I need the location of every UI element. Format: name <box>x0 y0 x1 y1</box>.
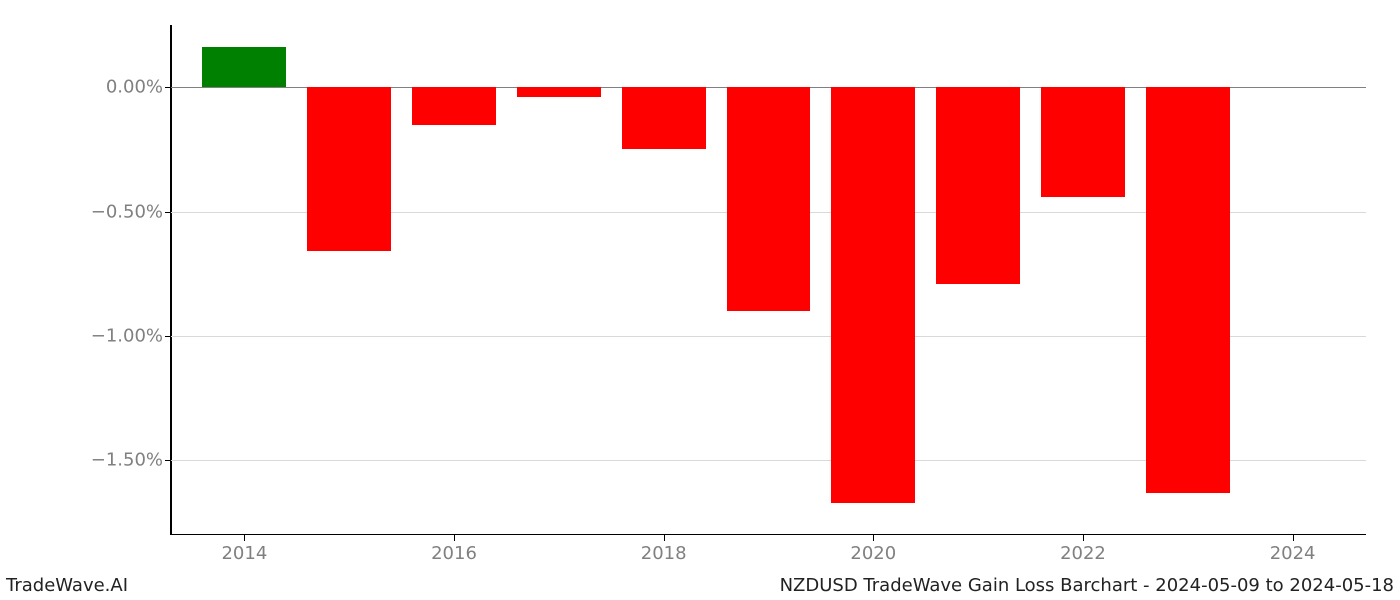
bar <box>412 87 496 124</box>
footer-left-text: TradeWave.AI <box>6 575 128 596</box>
bar <box>307 87 391 251</box>
xtick-label: 2024 <box>1270 535 1316 564</box>
chart-container: 0.00% −0.50% −1.00% −1.50% 2014 2016 2018 2020 2… <box>0 0 1400 600</box>
bar <box>622 87 706 149</box>
plot-area: 0.00%−0.50%−1.00%−1.50%20142016201820202… <box>170 25 1365 535</box>
ytick-label: −1.50% <box>91 450 171 471</box>
bar <box>936 87 1020 284</box>
axis-spine-bottom <box>171 534 1366 535</box>
footer-right-text: NZDUSD TradeWave Gain Loss Barchart - 20… <box>780 575 1394 596</box>
axis-spine-left <box>171 25 172 535</box>
xtick-label: 2016 <box>431 535 477 564</box>
xtick-label: 2020 <box>850 535 896 564</box>
bar <box>1041 87 1125 196</box>
bar <box>1146 87 1230 493</box>
ytick-label: −0.50% <box>91 201 171 222</box>
bar <box>202 47 286 87</box>
xtick-label: 2018 <box>641 535 687 564</box>
bar <box>727 87 811 311</box>
bar <box>517 87 601 97</box>
xtick-label: 2022 <box>1060 535 1106 564</box>
xtick-label: 2014 <box>221 535 267 564</box>
bar <box>831 87 915 502</box>
ytick-label: 0.00% <box>106 77 171 98</box>
ytick-label: −1.00% <box>91 325 171 346</box>
